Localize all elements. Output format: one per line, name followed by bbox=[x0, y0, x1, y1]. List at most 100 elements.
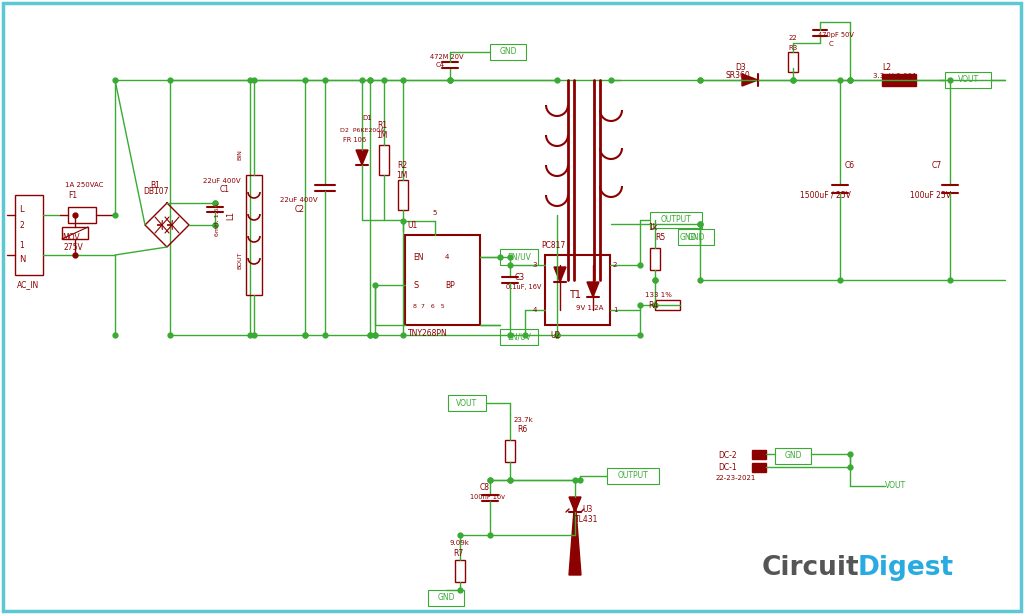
Text: C1: C1 bbox=[220, 184, 230, 193]
Bar bbox=[945, 72, 991, 88]
Bar bbox=[490, 44, 526, 60]
Bar bbox=[398, 180, 408, 210]
Text: 1M: 1M bbox=[376, 131, 387, 139]
Text: BP: BP bbox=[445, 281, 455, 289]
Bar bbox=[752, 450, 766, 459]
Text: 3.3uH 2.66A: 3.3uH 2.66A bbox=[873, 73, 916, 79]
Bar bbox=[655, 300, 680, 310]
Polygon shape bbox=[742, 74, 758, 86]
Bar bbox=[882, 74, 916, 86]
Text: C3: C3 bbox=[515, 273, 525, 282]
Text: OUTPUT: OUTPUT bbox=[617, 472, 648, 481]
Text: D3: D3 bbox=[735, 63, 745, 72]
Text: 1k: 1k bbox=[648, 223, 657, 233]
Text: 9V 1.2A: 9V 1.2A bbox=[575, 305, 603, 311]
Text: 22-23-2021: 22-23-2021 bbox=[716, 475, 757, 481]
Polygon shape bbox=[554, 267, 566, 282]
Text: 22uF 400V: 22uF 400V bbox=[203, 178, 241, 184]
Text: AC_IN: AC_IN bbox=[17, 281, 39, 289]
Text: R3: R3 bbox=[788, 45, 798, 51]
Bar bbox=[449, 395, 486, 411]
Text: R7: R7 bbox=[453, 548, 463, 558]
Bar bbox=[379, 145, 389, 175]
Text: 4: 4 bbox=[445, 254, 450, 260]
Text: BIN: BIN bbox=[237, 150, 242, 160]
Text: F1: F1 bbox=[68, 190, 77, 200]
Text: DB107: DB107 bbox=[143, 187, 169, 196]
Text: 22uF 400V: 22uF 400V bbox=[280, 197, 317, 203]
Bar bbox=[455, 560, 465, 582]
Text: 3: 3 bbox=[532, 262, 537, 268]
Text: 4: 4 bbox=[532, 307, 537, 313]
Text: R5: R5 bbox=[655, 233, 666, 243]
Bar bbox=[68, 207, 96, 223]
Bar bbox=[305, 80, 370, 335]
Text: L2: L2 bbox=[882, 63, 891, 72]
Text: MOV: MOV bbox=[62, 233, 80, 241]
Bar bbox=[62, 227, 88, 239]
Text: R4: R4 bbox=[648, 300, 658, 309]
Text: U3: U3 bbox=[582, 505, 592, 515]
Bar bbox=[428, 590, 464, 606]
Bar bbox=[406, 235, 480, 325]
Bar bbox=[752, 463, 766, 472]
Text: 6mH, 1.6A: 6mH, 1.6A bbox=[215, 204, 220, 236]
Text: C8: C8 bbox=[480, 483, 490, 491]
Text: 23.7k: 23.7k bbox=[514, 417, 534, 423]
Text: N: N bbox=[19, 255, 26, 265]
Text: Digest: Digest bbox=[858, 555, 954, 581]
Text: VOUT: VOUT bbox=[457, 398, 477, 408]
Bar bbox=[500, 329, 538, 345]
Bar bbox=[170, 80, 250, 335]
Polygon shape bbox=[569, 497, 581, 575]
Text: L1: L1 bbox=[226, 211, 234, 219]
Text: DC-1: DC-1 bbox=[718, 462, 736, 472]
Text: 275V: 275V bbox=[63, 243, 84, 252]
Text: 472M 20V: 472M 20V bbox=[430, 54, 464, 60]
Text: T1: T1 bbox=[569, 290, 581, 300]
Text: 2: 2 bbox=[19, 220, 24, 230]
Text: 133 1%: 133 1% bbox=[645, 292, 672, 298]
Bar bbox=[500, 249, 538, 265]
Bar bbox=[788, 52, 798, 72]
Text: GND: GND bbox=[680, 233, 697, 241]
Text: L: L bbox=[19, 206, 24, 214]
Text: TNY268PN: TNY268PN bbox=[408, 330, 447, 338]
Text: 1M: 1M bbox=[396, 171, 408, 179]
Text: 1: 1 bbox=[19, 241, 24, 249]
Text: BOUT: BOUT bbox=[237, 251, 242, 269]
Bar bbox=[650, 212, 702, 228]
Bar bbox=[545, 255, 610, 325]
Text: VOUT: VOUT bbox=[885, 481, 906, 491]
Text: D1: D1 bbox=[362, 115, 372, 121]
Text: 22: 22 bbox=[788, 35, 798, 41]
Text: U1: U1 bbox=[407, 220, 417, 230]
Text: GND: GND bbox=[500, 47, 517, 56]
Text: EN/UV: EN/UV bbox=[507, 333, 530, 341]
Text: 0.1uF, 16V: 0.1uF, 16V bbox=[506, 284, 542, 290]
Text: 1A 250VAC: 1A 250VAC bbox=[65, 182, 103, 188]
Bar bbox=[650, 248, 660, 270]
Text: PC817: PC817 bbox=[541, 241, 565, 249]
Bar bbox=[15, 195, 43, 275]
Text: C6: C6 bbox=[845, 160, 855, 169]
Text: R6: R6 bbox=[517, 426, 527, 435]
Text: C7: C7 bbox=[932, 160, 942, 169]
Bar bbox=[678, 229, 714, 245]
Text: GND: GND bbox=[437, 594, 455, 602]
Bar bbox=[775, 448, 811, 464]
Text: U2: U2 bbox=[550, 330, 560, 340]
Text: OUTPUT: OUTPUT bbox=[660, 216, 691, 225]
Text: 9.09k: 9.09k bbox=[450, 540, 470, 546]
Text: R2: R2 bbox=[397, 160, 408, 169]
Text: 1: 1 bbox=[613, 307, 617, 313]
Text: EN: EN bbox=[413, 252, 424, 262]
Bar bbox=[607, 468, 659, 484]
Text: GND: GND bbox=[784, 451, 802, 460]
Text: 8  7   6   5: 8 7 6 5 bbox=[413, 305, 444, 309]
Bar bbox=[505, 440, 515, 462]
Polygon shape bbox=[587, 282, 599, 297]
Text: C2: C2 bbox=[295, 206, 305, 214]
Text: DC-2: DC-2 bbox=[718, 451, 736, 459]
Text: 100uF 25V: 100uF 25V bbox=[910, 190, 951, 200]
